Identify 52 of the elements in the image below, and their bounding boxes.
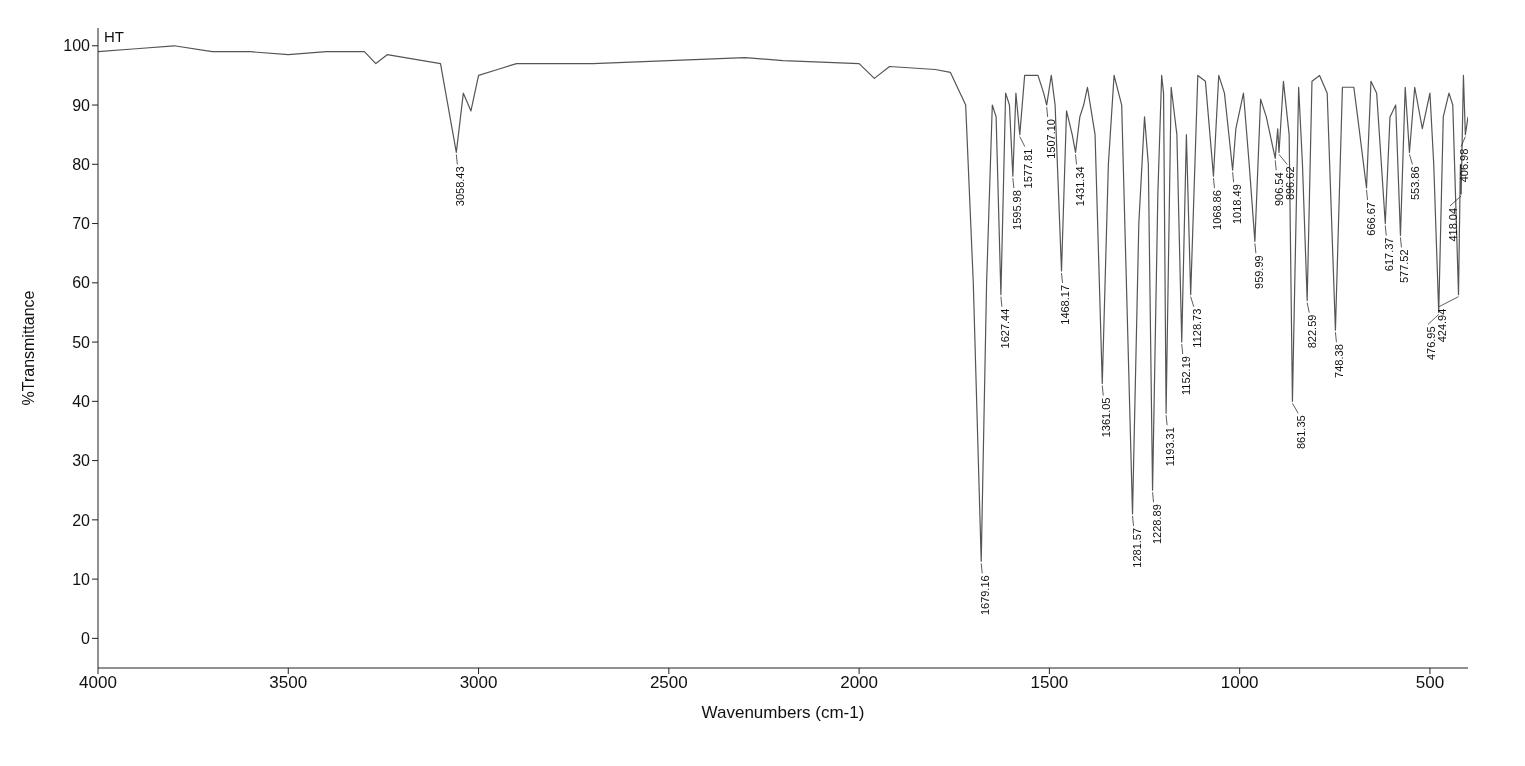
annotation: 1431.34 xyxy=(1073,166,1086,207)
y-tick-label: 30 xyxy=(72,452,91,470)
annotation: 1577.81 xyxy=(1021,148,1034,189)
annotation: 1361.05 xyxy=(1100,397,1113,438)
annotation: 1068.86 xyxy=(1211,190,1224,230)
annotation: 617.37 xyxy=(1383,237,1396,272)
x-tick-label: 3500 xyxy=(269,673,308,693)
annotation: 406.98 xyxy=(1458,148,1470,183)
annotation: 666.67 xyxy=(1364,202,1377,236)
annotation: 553.86 xyxy=(1409,166,1422,201)
annotation: 1468.17 xyxy=(1059,284,1072,325)
annotation: HT xyxy=(104,28,124,45)
annotation: 424.94 xyxy=(1436,308,1448,343)
annotation: 861.35 xyxy=(1295,415,1308,449)
annotation: 418.04 xyxy=(1447,207,1459,242)
annotation: 748.38 xyxy=(1333,344,1346,378)
y-tick-label: 20 xyxy=(72,511,91,529)
annotation: 1627.44 xyxy=(998,308,1011,349)
annotation: 476.95 xyxy=(1425,326,1437,361)
annotation: 1679.16 xyxy=(979,575,992,616)
y-tick-label: 90 xyxy=(72,96,91,114)
annotation: 1152.19 xyxy=(1179,356,1192,396)
y-tick-label: 0 xyxy=(81,630,91,648)
annotation: 1507.10 xyxy=(1044,119,1057,159)
x-tick-label: 3000 xyxy=(459,673,498,693)
x-tick-label: 500 xyxy=(1415,673,1445,693)
annotation: 959.99 xyxy=(1252,255,1265,289)
annotation: 906.54 xyxy=(1273,172,1286,207)
y-tick-label: 60 xyxy=(72,274,91,292)
y-tick-label: 100 xyxy=(63,37,91,55)
x-tick-label: 2000 xyxy=(840,673,879,693)
annotation: 577.52 xyxy=(1398,249,1411,284)
x-tick-label: 4000 xyxy=(79,673,117,693)
x-tick-label: 2500 xyxy=(649,673,688,693)
y-tick-label: 40 xyxy=(72,393,91,411)
annotation: 3058.43 xyxy=(454,166,467,207)
annotation: 1193.31 xyxy=(1164,427,1177,467)
y-tick-label: 10 xyxy=(72,570,91,588)
annotation: 1018.49 xyxy=(1230,184,1243,224)
x-axis-title: Wavenumbers (cm-1) xyxy=(701,703,865,722)
annotation: 896.62 xyxy=(1284,166,1297,201)
annotation: 1128.73 xyxy=(1190,308,1203,348)
annotation: 822.59 xyxy=(1306,314,1319,349)
y-axis-title: %Transmittance xyxy=(19,290,37,406)
y-tick-label: 80 xyxy=(72,155,91,173)
y-tick-label: 70 xyxy=(72,215,91,233)
y-tick-label: 50 xyxy=(72,333,91,351)
annotation: 1281.57 xyxy=(1130,527,1143,568)
annotation: 1228.89 xyxy=(1150,504,1163,544)
x-tick-label: 1500 xyxy=(1030,673,1069,693)
annotation: 1595.98 xyxy=(1010,190,1023,230)
x-tick-label: 1000 xyxy=(1220,673,1259,693)
